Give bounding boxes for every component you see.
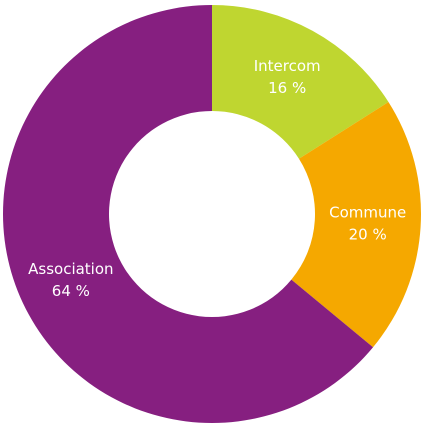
slice-value-label: 16 % (268, 79, 306, 97)
donut-slice (212, 5, 389, 159)
slice-value-label: 20 % (349, 225, 387, 243)
donut-slice (291, 102, 421, 348)
slice-label: Intercom (254, 57, 321, 75)
slice-value-label: 64 % (52, 282, 90, 300)
donut-slice (2, 5, 374, 423)
slice-label: Association (28, 260, 113, 278)
slice-label: Commune (329, 203, 406, 221)
